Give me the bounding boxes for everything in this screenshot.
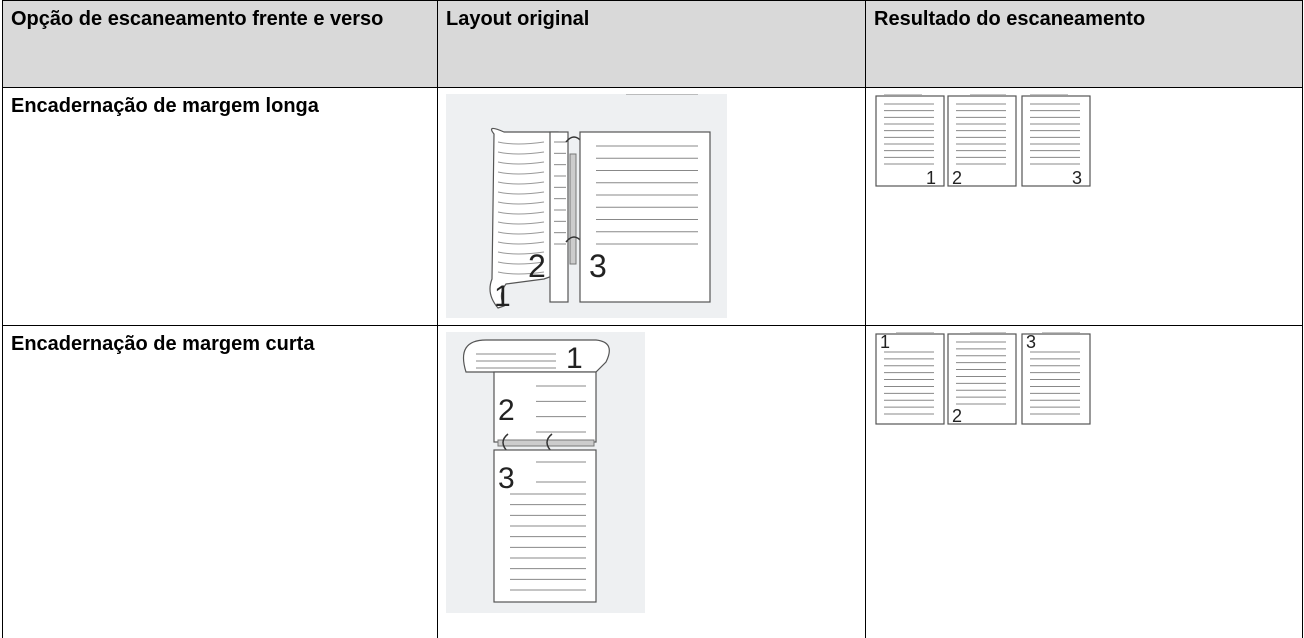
curled-page <box>464 340 610 372</box>
page <box>550 132 568 302</box>
page-number: 2 <box>498 394 515 427</box>
option-cell: Encadernação de margem curta <box>3 326 438 638</box>
page-number: 1 <box>926 168 936 188</box>
binding <box>570 154 576 264</box>
page-number: 3 <box>498 462 515 495</box>
body: Opção de escaneamento frente e verso Lay… <box>0 0 1304 618</box>
page-number: 3 <box>589 248 607 284</box>
page: {"table":{"header":["Opção de escaneamen… <box>0 0 1304 618</box>
page-number: 1 <box>880 332 890 352</box>
header-cell: Opção de escaneamento frente e verso <box>3 1 438 88</box>
page-number: 2 <box>528 248 546 284</box>
page-number: 1 <box>566 342 583 375</box>
header-row: Opção de escaneamento frente e verso Lay… <box>3 1 1303 88</box>
original-layout-illustration: 2 3 1 <box>446 94 727 318</box>
binding <box>498 440 594 446</box>
scan-result-illustration: 1 2 3 <box>874 332 1104 432</box>
header-cell: Resultado do escaneamento <box>866 1 1303 88</box>
image-cell: 2 3 1 <box>438 88 866 326</box>
option-cell: Encadernação de margem longa <box>3 88 438 326</box>
original-layout-illustration: 1 2 3 <box>446 332 645 613</box>
page-number: 3 <box>1072 168 1082 188</box>
image-cell: 1 2 3 <box>438 326 866 638</box>
page-number: 2 <box>952 168 962 188</box>
header-cell: Layout original <box>438 1 866 88</box>
image-cell: 1 2 3 <box>866 326 1303 638</box>
page-number: 1 <box>494 280 511 313</box>
page-number: 2 <box>952 406 962 426</box>
table-row: Encadernação de margem curta 1 2 3 1 2 3 <box>3 326 1303 638</box>
page-number: 3 <box>1026 332 1036 352</box>
